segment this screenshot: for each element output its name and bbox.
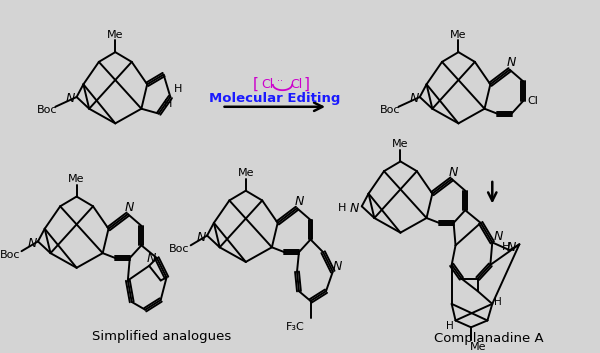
Text: N: N [449,166,458,179]
Text: N: N [507,241,516,254]
Text: Cl: Cl [527,96,538,106]
Text: N: N [349,202,359,215]
Text: N: N [28,237,37,250]
Text: Me: Me [470,342,486,352]
Text: ··: ·· [277,76,283,86]
Text: Complanadine A: Complanadine A [434,331,543,345]
Text: N: N [333,260,342,273]
Text: N: N [146,252,156,265]
Text: Boc: Boc [0,250,20,260]
Text: Me: Me [68,174,85,184]
Text: H: H [446,321,454,331]
Text: F₃C: F₃C [286,322,305,332]
Text: N: N [197,231,206,244]
Text: Molecular Editing: Molecular Editing [209,92,340,106]
Text: H: H [494,297,502,307]
Text: Me: Me [238,168,254,178]
Text: Simplified analogues: Simplified analogues [92,330,232,342]
Text: ]: ] [304,77,310,92]
Text: Me: Me [107,30,124,40]
Text: Me: Me [450,30,467,40]
Text: N: N [507,56,516,69]
Text: N: N [125,201,134,214]
Text: Me: Me [392,139,409,149]
Text: H: H [502,242,510,252]
Text: N: N [493,230,503,243]
Text: N: N [66,92,76,106]
Text: Cl: Cl [261,78,273,91]
Text: Cl: Cl [290,78,302,91]
Text: Boc: Boc [169,244,190,254]
Text: [: [ [253,77,259,92]
Text: H: H [338,203,347,213]
Text: Boc: Boc [380,105,400,115]
Text: H: H [174,84,182,94]
Text: Boc: Boc [37,105,57,115]
Text: N: N [409,92,419,106]
Text: H: H [164,99,173,109]
Text: N: N [294,195,304,208]
